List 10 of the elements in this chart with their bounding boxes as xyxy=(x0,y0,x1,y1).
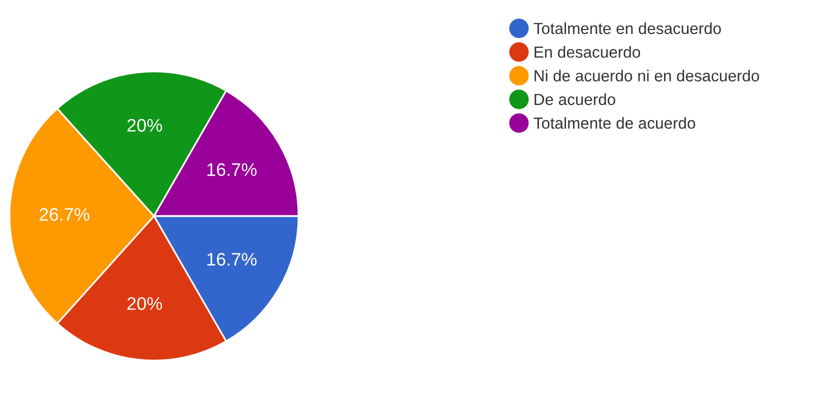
legend-label: Ni de acuerdo ni en desacuerdo xyxy=(534,70,760,82)
data-label: 16.7% xyxy=(207,163,257,176)
data-label: 20% xyxy=(127,118,162,132)
legend-label: Totalmente de acuerdo xyxy=(534,117,696,129)
legend-label: En desacuerdo xyxy=(534,46,640,58)
data-label: 16.7% xyxy=(207,252,257,266)
legend-label: De acuerdo xyxy=(534,93,616,106)
data-label: 26.7% xyxy=(40,208,90,221)
legend-label: Totalmente en desacuerdo xyxy=(534,22,721,34)
data-label: 20% xyxy=(127,297,162,310)
